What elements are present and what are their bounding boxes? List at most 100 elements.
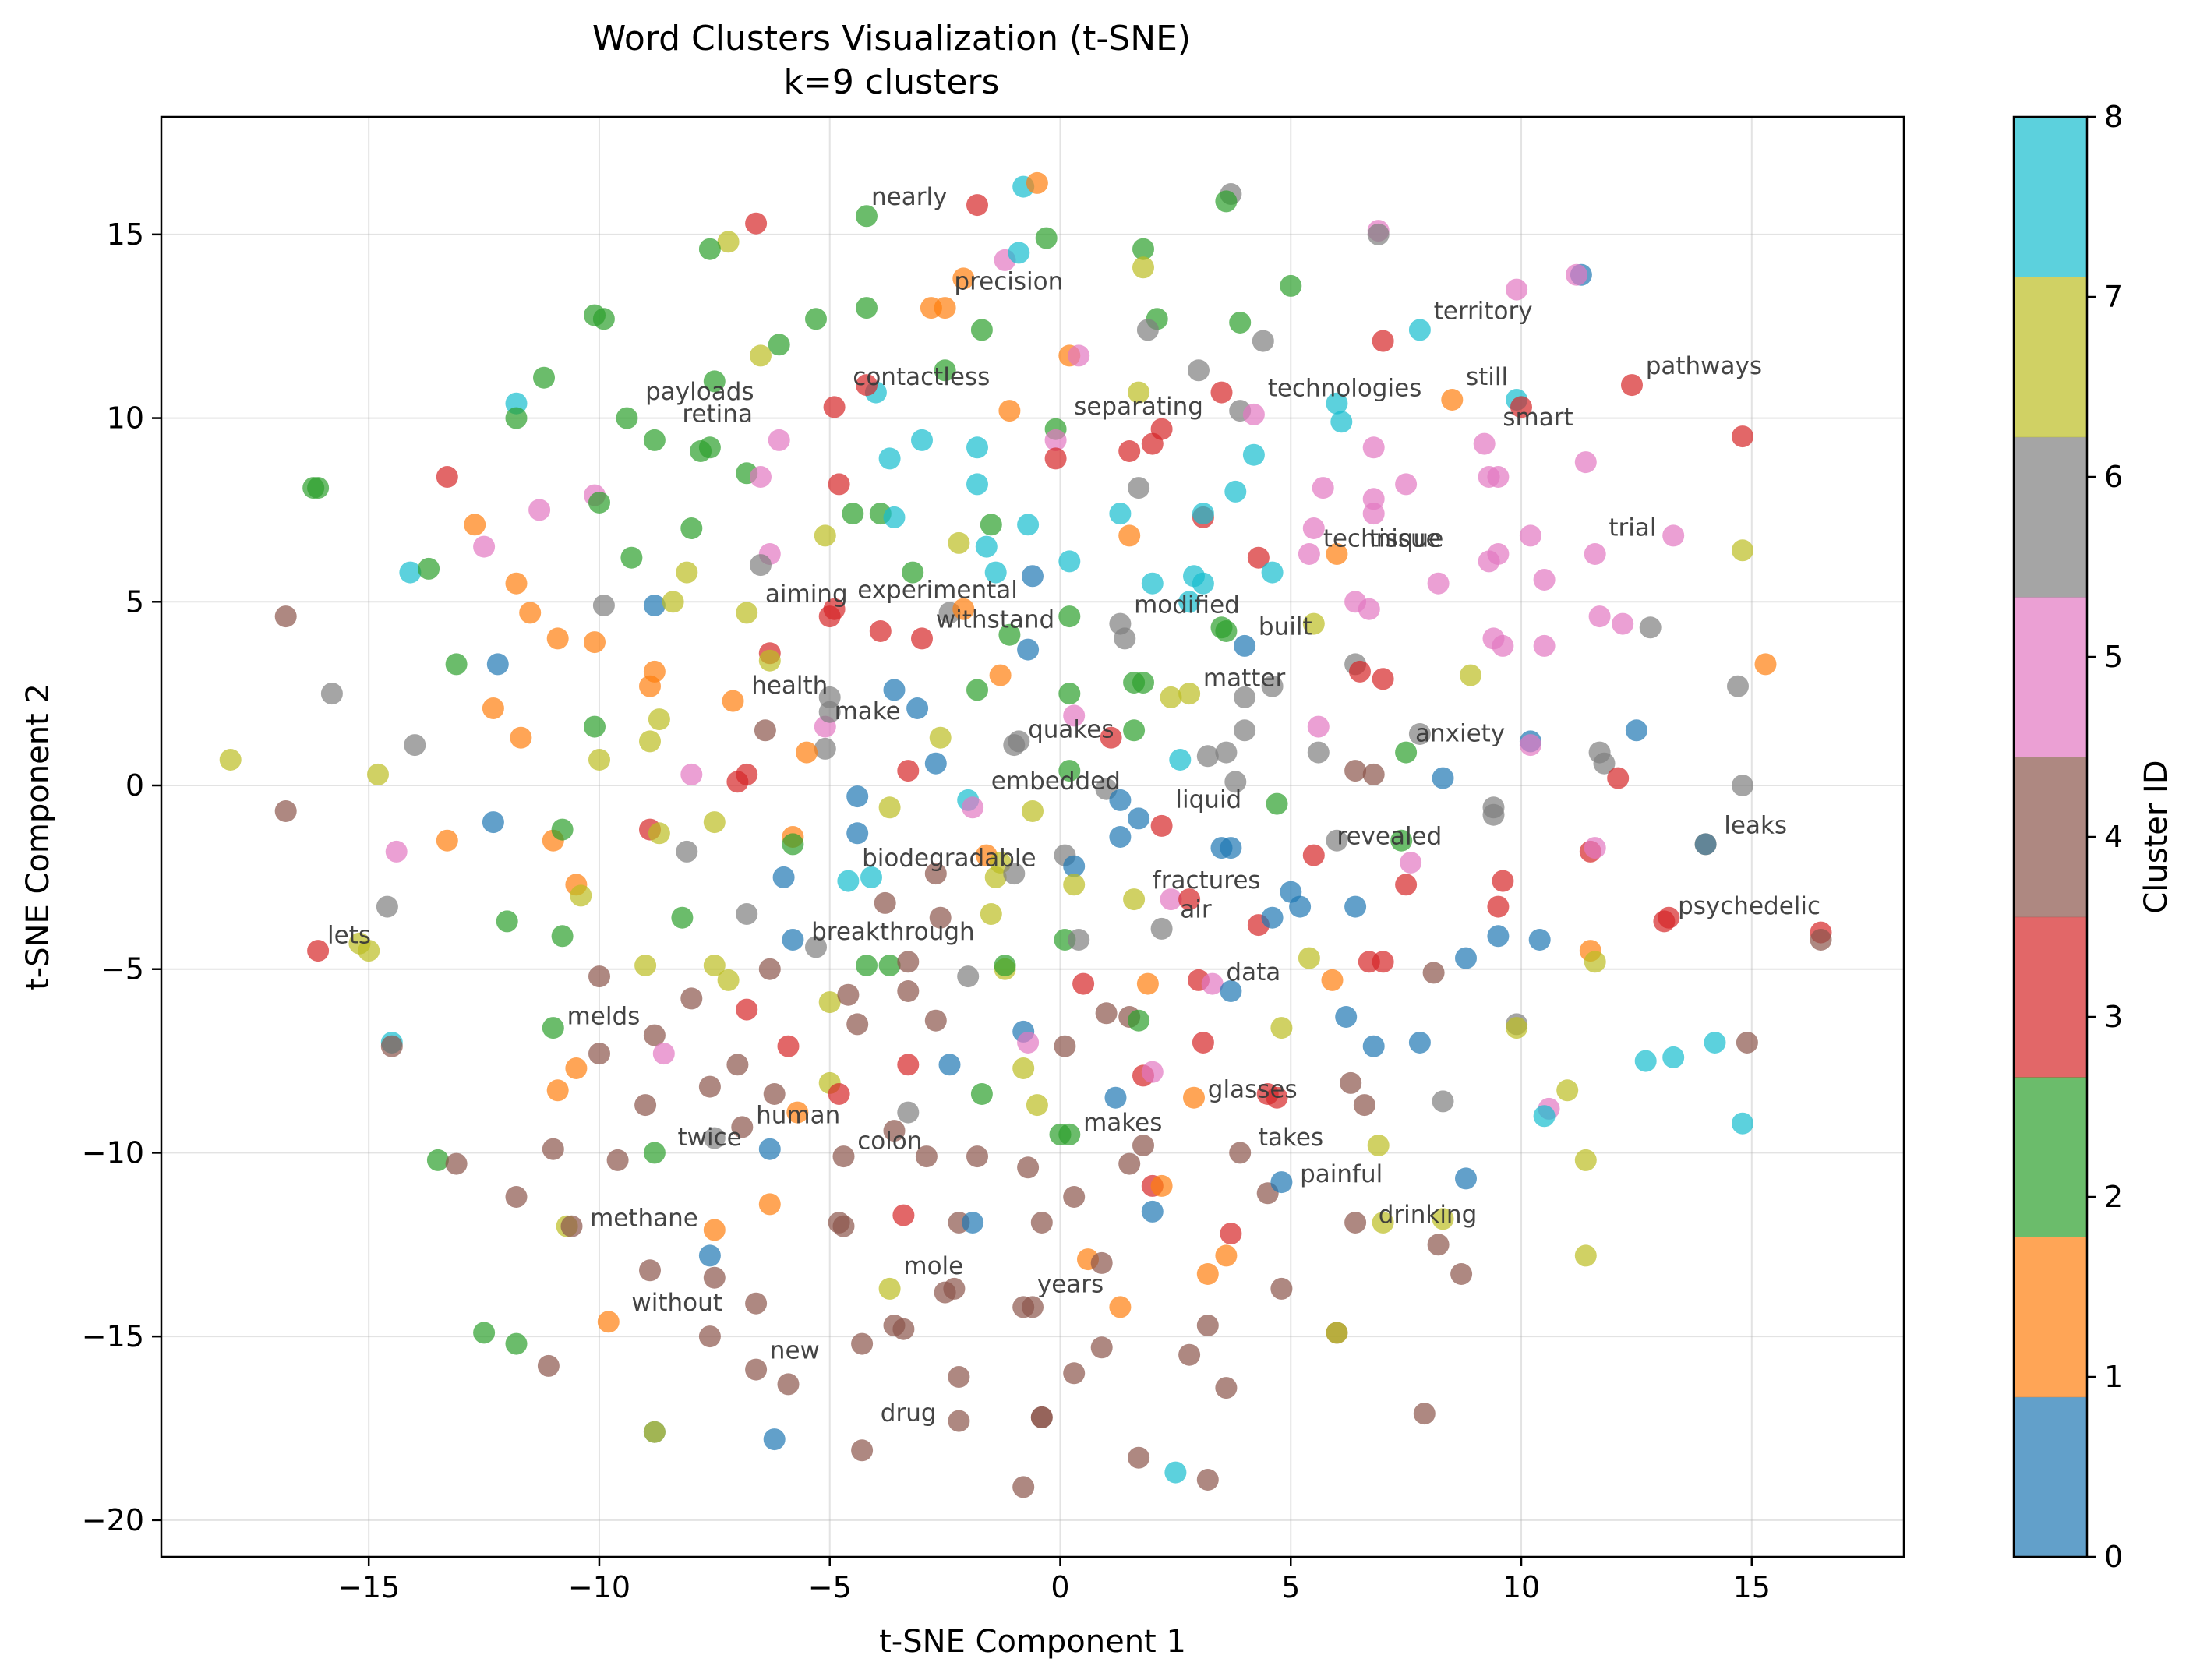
data-point: [915, 1145, 938, 1168]
word-label: data: [1226, 958, 1280, 986]
data-point: [1044, 447, 1067, 470]
data-point: [750, 344, 772, 367]
word-label: biodegradable: [862, 845, 1036, 873]
data-point: [1128, 807, 1150, 830]
data-point: [597, 1311, 620, 1333]
data-point: [1362, 763, 1385, 785]
data-point: [1510, 396, 1532, 418]
data-point: [1224, 771, 1247, 793]
word-annotations: nearly precision territory pathways still pay…: [327, 183, 1820, 1428]
data-point: [805, 308, 827, 330]
colorbar-tick-label: 7: [2104, 280, 2123, 314]
data-point: [948, 531, 970, 554]
data-point: [814, 737, 836, 760]
data-point: [763, 1083, 786, 1105]
chart-subtitle: k=9 clusters: [784, 62, 1000, 102]
data-point: [486, 653, 509, 676]
data-point: [1612, 612, 1634, 635]
data-point: [1169, 749, 1192, 771]
data-point: [1150, 1174, 1173, 1197]
word-label: psychedelic: [1678, 892, 1820, 920]
data-point: [1063, 704, 1086, 727]
data-point: [929, 906, 952, 929]
data-point: [1058, 550, 1081, 573]
data-point: [1270, 1171, 1293, 1194]
data-point: [1367, 223, 1390, 245]
data-point: [496, 910, 518, 933]
data-point: [934, 297, 956, 319]
data-point: [1492, 870, 1514, 892]
data-point: [1455, 947, 1477, 969]
data-point: [671, 906, 694, 929]
data-point: [1178, 1343, 1201, 1366]
data-point: [1390, 829, 1413, 852]
data-point: [1141, 432, 1164, 455]
data-point: [519, 602, 542, 624]
data-point: [989, 664, 1012, 686]
data-point: [1574, 451, 1597, 474]
data-point: [1100, 726, 1122, 749]
data-point: [703, 1127, 726, 1149]
data-point: [643, 1024, 666, 1046]
data-point: [616, 407, 638, 429]
data-point: [736, 602, 758, 624]
data-point: [726, 1054, 749, 1076]
data-point: [828, 473, 850, 496]
data-point: [510, 726, 532, 749]
data-point: [592, 308, 615, 330]
data-point: [1220, 980, 1242, 1002]
data-point: [1395, 741, 1418, 764]
word-label: pathways: [1646, 352, 1762, 380]
data-point: [980, 514, 1002, 536]
data-point: [560, 1215, 583, 1237]
data-point: [777, 1373, 800, 1396]
data-point: [1441, 389, 1464, 411]
y-tick-label: 5: [125, 584, 144, 619]
word-label: revealed: [1337, 822, 1442, 850]
data-point: [818, 701, 841, 723]
data-point: [846, 822, 869, 845]
data-point: [1017, 638, 1040, 661]
data-point: [970, 1083, 993, 1105]
data-point: [1302, 612, 1325, 635]
data-point: [1178, 683, 1201, 705]
data-point: [1395, 473, 1418, 496]
data-point: [1196, 1263, 1219, 1285]
data-point: [698, 1075, 721, 1098]
data-point: [970, 319, 993, 341]
data-point: [1584, 543, 1606, 565]
word-label: drug: [881, 1399, 937, 1428]
data-point: [1732, 1112, 1753, 1135]
data-point: [1063, 874, 1086, 896]
data-point: [883, 1120, 906, 1142]
word-label: built: [1259, 613, 1312, 641]
data-point: [1330, 411, 1353, 433]
colorbar-segment: [2014, 1396, 2087, 1558]
data-point: [1003, 863, 1026, 885]
word-label: anxiety: [1415, 719, 1505, 747]
data-point: [1492, 634, 1514, 657]
data-point: [1242, 443, 1265, 466]
data-point: [952, 598, 975, 620]
data-point: [1298, 947, 1320, 969]
data-point: [1128, 1446, 1150, 1469]
word-label: quakes: [1028, 716, 1114, 744]
word-label: makes: [1083, 1109, 1162, 1137]
data-point: [994, 955, 1016, 976]
data-point: [1030, 1212, 1053, 1234]
word-label: fractures: [1153, 866, 1261, 895]
data-point: [473, 535, 496, 558]
data-point: [1118, 524, 1141, 547]
data-point: [307, 940, 330, 962]
data-point: [1367, 1135, 1390, 1156]
data-point: [703, 1219, 726, 1241]
data-point: [404, 734, 426, 757]
data-point: [219, 749, 242, 771]
data-point: [1234, 719, 1256, 742]
data-point: [698, 1325, 721, 1348]
data-point: [1506, 278, 1528, 301]
data-point: [1058, 1123, 1081, 1145]
word-label: methane: [590, 1205, 698, 1233]
data-point: [703, 811, 726, 834]
word-label: contactless: [853, 363, 990, 391]
